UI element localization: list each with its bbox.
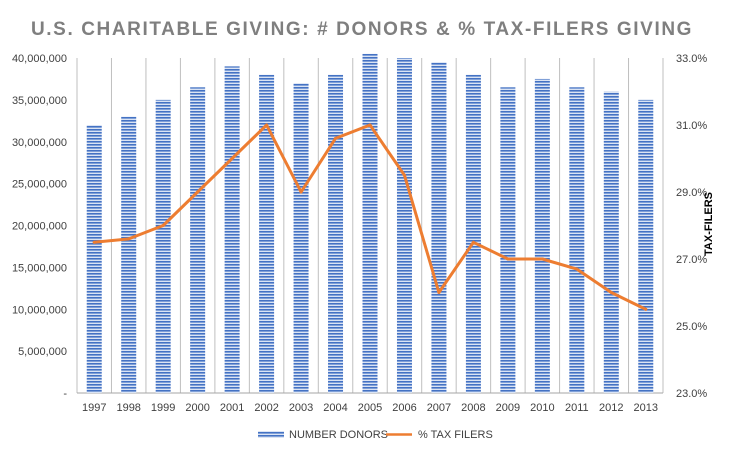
legend-label-line: % TAX FILERS [418,429,493,441]
x-tick-label: 2013 [634,402,658,414]
x-tick-label: 2007 [427,402,451,414]
bar-series [86,53,654,393]
bar-number-donors [638,99,654,393]
bar-number-donors [534,78,550,393]
bar-number-donors [155,99,171,393]
x-tick-label: 2011 [565,402,589,414]
y2-tick-label: 25.0% [676,321,707,333]
legend-swatch-bars [258,431,284,438]
y-tick-label: 10,000,000 [12,304,67,316]
point-tax-filers [265,123,269,127]
legend-label-bars: NUMBER DONORS [289,429,388,441]
point-tax-filers [506,257,510,261]
x-tick-label: 2001 [220,402,244,414]
bar-number-donors [121,116,137,393]
bar-number-donors [224,66,240,393]
bar-number-donors [465,74,481,393]
x-tick-label: 2004 [323,402,347,414]
bar-number-donors [396,58,412,393]
x-tick-label: 2006 [392,402,416,414]
x-axis-ticks: 1997 1998 1999 2000 2001 2002 2003 2004 2005 2006… [82,402,658,414]
y2-axis-title: TAX-FILERS [703,192,715,256]
legend: NUMBER DONORS % TAX FILERS [258,429,493,441]
point-tax-filers [196,190,200,194]
bar-number-donors [259,74,275,393]
y-tick-label: 35,000,000 [12,95,67,107]
x-tick-label: 2000 [185,402,209,414]
y2-tick-label: 31.0% [676,120,707,132]
x-tick-label: 2002 [254,402,278,414]
line-series [92,123,648,311]
y-axis-ticks: - 5,000,000 10,000,000 15,000,000 20,000,000… [12,53,67,400]
point-tax-filers [368,123,372,127]
x-tick-label: 2003 [289,402,313,414]
y2-axis-ticks: 23.0% 25.0% 27.0% 29.0% 31.0% 33.0% [676,53,707,400]
grid-lines [76,58,664,393]
y-tick-label: 20,000,000 [12,221,67,233]
x-tick-label: 1999 [151,402,175,414]
y-tick-label: 30,000,000 [12,137,67,149]
point-tax-filers [92,240,96,244]
point-tax-filers [471,240,475,244]
y-tick-label: 40,000,000 [12,53,67,65]
point-tax-filers [127,237,131,241]
point-tax-filers [644,307,648,311]
bar-number-donors [190,87,206,393]
x-tick-label: 2012 [599,402,623,414]
y-tick-label: 5,000,000 [18,346,67,358]
bar-number-donors [603,91,619,393]
y2-tick-label: 27.0% [676,254,707,266]
point-tax-filers [299,190,303,194]
bar-number-donors [293,83,309,393]
x-tick-label: 2010 [530,402,554,414]
x-tick-label: 2005 [358,402,382,414]
x-tick-label: 2009 [496,402,520,414]
point-tax-filers [402,173,406,177]
point-tax-filers [161,224,165,227]
y2-tick-label: 29.0% [676,187,707,199]
point-tax-filers [334,136,338,140]
bar-number-donors [500,87,516,393]
point-tax-filers [609,291,613,294]
y-tick-label: 15,000,000 [12,262,67,274]
chart-title: U.S. CHARITABLE GIVING: # DONORS & % TAX… [31,19,693,40]
bar-number-donors [569,87,585,393]
y2-tick-label: 23.0% [676,388,707,400]
x-tick-label: 2008 [461,402,485,414]
bar-number-donors [362,53,378,393]
point-tax-filers [540,257,544,261]
bar-number-donors [431,62,447,393]
bar-number-donors [86,125,102,393]
point-tax-filers [230,157,234,160]
y2-tick-label: 33.0% [676,53,707,65]
point-tax-filers [575,267,579,271]
x-tick-label: 1998 [116,402,140,414]
y-tick-label: 25,000,000 [12,179,67,191]
x-tick-label: 1997 [82,402,106,414]
y-tick-label: - [63,388,67,400]
bar-number-donors [328,74,344,393]
point-tax-filers [437,291,441,294]
